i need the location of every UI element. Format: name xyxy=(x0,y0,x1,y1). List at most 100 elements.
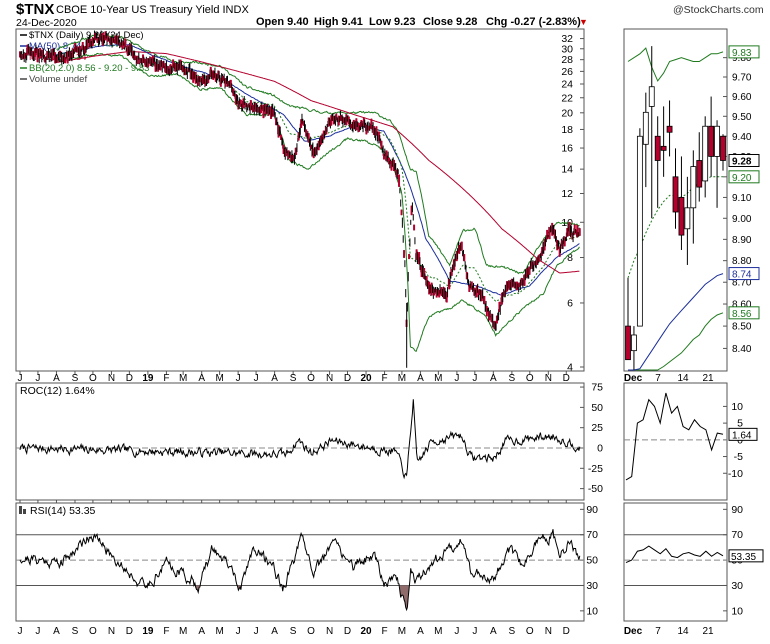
price-candle-body xyxy=(244,102,247,107)
price-candle-body xyxy=(234,94,237,105)
price-candle-body xyxy=(217,70,220,79)
price-y-label: 24 xyxy=(561,79,573,91)
rsi-y-label: 70 xyxy=(586,529,598,541)
zoom-bb-lower xyxy=(628,312,724,371)
zoom-value-label: 9.28 xyxy=(732,156,752,167)
price-candle-body xyxy=(538,254,541,262)
price-candle-body xyxy=(81,42,84,50)
zoom-value-label: 9.20 xyxy=(732,173,752,184)
month-label: F xyxy=(163,626,169,637)
price-candle-body xyxy=(500,292,503,305)
price-candle-body xyxy=(518,282,521,288)
price-candle-body xyxy=(214,73,217,82)
price-candle-body xyxy=(187,68,190,72)
rsi-oversold-fill xyxy=(399,585,410,610)
price-candle-body xyxy=(290,154,293,162)
price-candle-body xyxy=(433,288,436,296)
zoom-y-label: 9.60 xyxy=(732,92,752,103)
price-candle-body xyxy=(24,52,27,59)
month-label: D xyxy=(344,626,351,637)
price-candle-body xyxy=(202,75,205,84)
month-label: 19 xyxy=(142,626,154,637)
price-candle-body xyxy=(64,57,67,64)
price-candle-body xyxy=(89,38,92,47)
zoom-x-label: 7 xyxy=(655,373,661,384)
month-label: O xyxy=(526,373,534,384)
price-y-label: 4 xyxy=(567,362,573,374)
zoom-y-label: 9.40 xyxy=(732,132,752,143)
price-candle-body xyxy=(533,261,536,266)
zoom-candle-body xyxy=(720,135,726,161)
price-candle-body xyxy=(458,245,461,254)
price-candle-body xyxy=(410,205,413,216)
month-label: D xyxy=(563,373,570,384)
zoom-value-tag xyxy=(728,170,760,184)
month-label: J xyxy=(18,626,23,637)
zoom-x-label: 21 xyxy=(702,626,714,637)
price-y-label: 22 xyxy=(561,92,573,104)
month-label: A xyxy=(490,626,497,637)
roc-zoom-line xyxy=(625,392,724,481)
zoom-candle-body xyxy=(631,334,637,352)
month-label: M xyxy=(179,626,187,637)
zoom-y-label: 8.60 xyxy=(732,300,752,311)
price-candle-body xyxy=(179,59,182,70)
price-candle-body xyxy=(513,281,516,289)
zoom-candle-body xyxy=(714,125,720,157)
price-candle-body xyxy=(536,257,539,265)
price-candle-body xyxy=(558,246,561,257)
price-candle-body xyxy=(280,134,283,141)
price-candle-body xyxy=(490,313,493,323)
month-label: M xyxy=(398,626,406,637)
price-candle-body xyxy=(503,290,506,297)
price-candle-body xyxy=(305,129,308,137)
price-candle-body xyxy=(531,261,534,269)
zoom-y-label: 9.10 xyxy=(732,193,752,204)
zoom-x-label: Dec xyxy=(624,626,643,637)
price-candle-body xyxy=(54,52,57,64)
price-candle-body xyxy=(300,119,303,128)
month-label: O xyxy=(307,626,315,637)
rsi-line xyxy=(19,529,581,612)
price-candle-body xyxy=(259,104,262,114)
price-candle-body xyxy=(347,116,350,125)
price-candle-body xyxy=(147,58,150,68)
month-label: 20 xyxy=(360,373,372,384)
month-label: N xyxy=(545,626,552,637)
price-candle-body xyxy=(302,120,305,126)
roc-zoom-y-label: -5 xyxy=(734,451,743,463)
price-candle-body xyxy=(400,209,403,216)
price-candle-body xyxy=(239,99,242,107)
zoom-x-label: 7 xyxy=(655,626,661,637)
price-candle-body xyxy=(508,280,511,290)
month-label: N xyxy=(108,626,115,637)
price-y-label: 18 xyxy=(561,124,573,136)
price-candle-body xyxy=(408,254,411,260)
price-candle-body xyxy=(164,63,167,73)
ohlc-change: Chg -0.27 (-2.83%) xyxy=(486,16,581,28)
ma200-line xyxy=(56,50,580,274)
price-y-label: 16 xyxy=(561,143,573,155)
zoom-ma50 xyxy=(628,273,724,371)
price-candle-body xyxy=(393,159,396,172)
month-label: J xyxy=(35,626,40,637)
change-down-arrow-icon: ▼ xyxy=(579,17,588,27)
price-candle-body xyxy=(237,100,240,110)
price-candle-body xyxy=(249,100,252,111)
month-label: O xyxy=(89,373,97,384)
roc-zoom-y-label: 5 xyxy=(737,418,743,430)
month-label: D xyxy=(563,626,570,637)
zoom-x-label: 21 xyxy=(702,373,714,384)
price-candle-body xyxy=(126,45,129,56)
month-label: J xyxy=(236,373,241,384)
price-candle-body xyxy=(387,157,390,165)
price-candle-body xyxy=(475,285,478,298)
month-label: J xyxy=(454,373,459,384)
price-candle-body xyxy=(493,320,496,330)
price-candle-body xyxy=(448,279,451,290)
price-candle-body xyxy=(370,118,373,130)
price-candle-body xyxy=(352,119,355,129)
price-candle-body xyxy=(315,146,318,155)
price-candle-body xyxy=(390,160,393,171)
